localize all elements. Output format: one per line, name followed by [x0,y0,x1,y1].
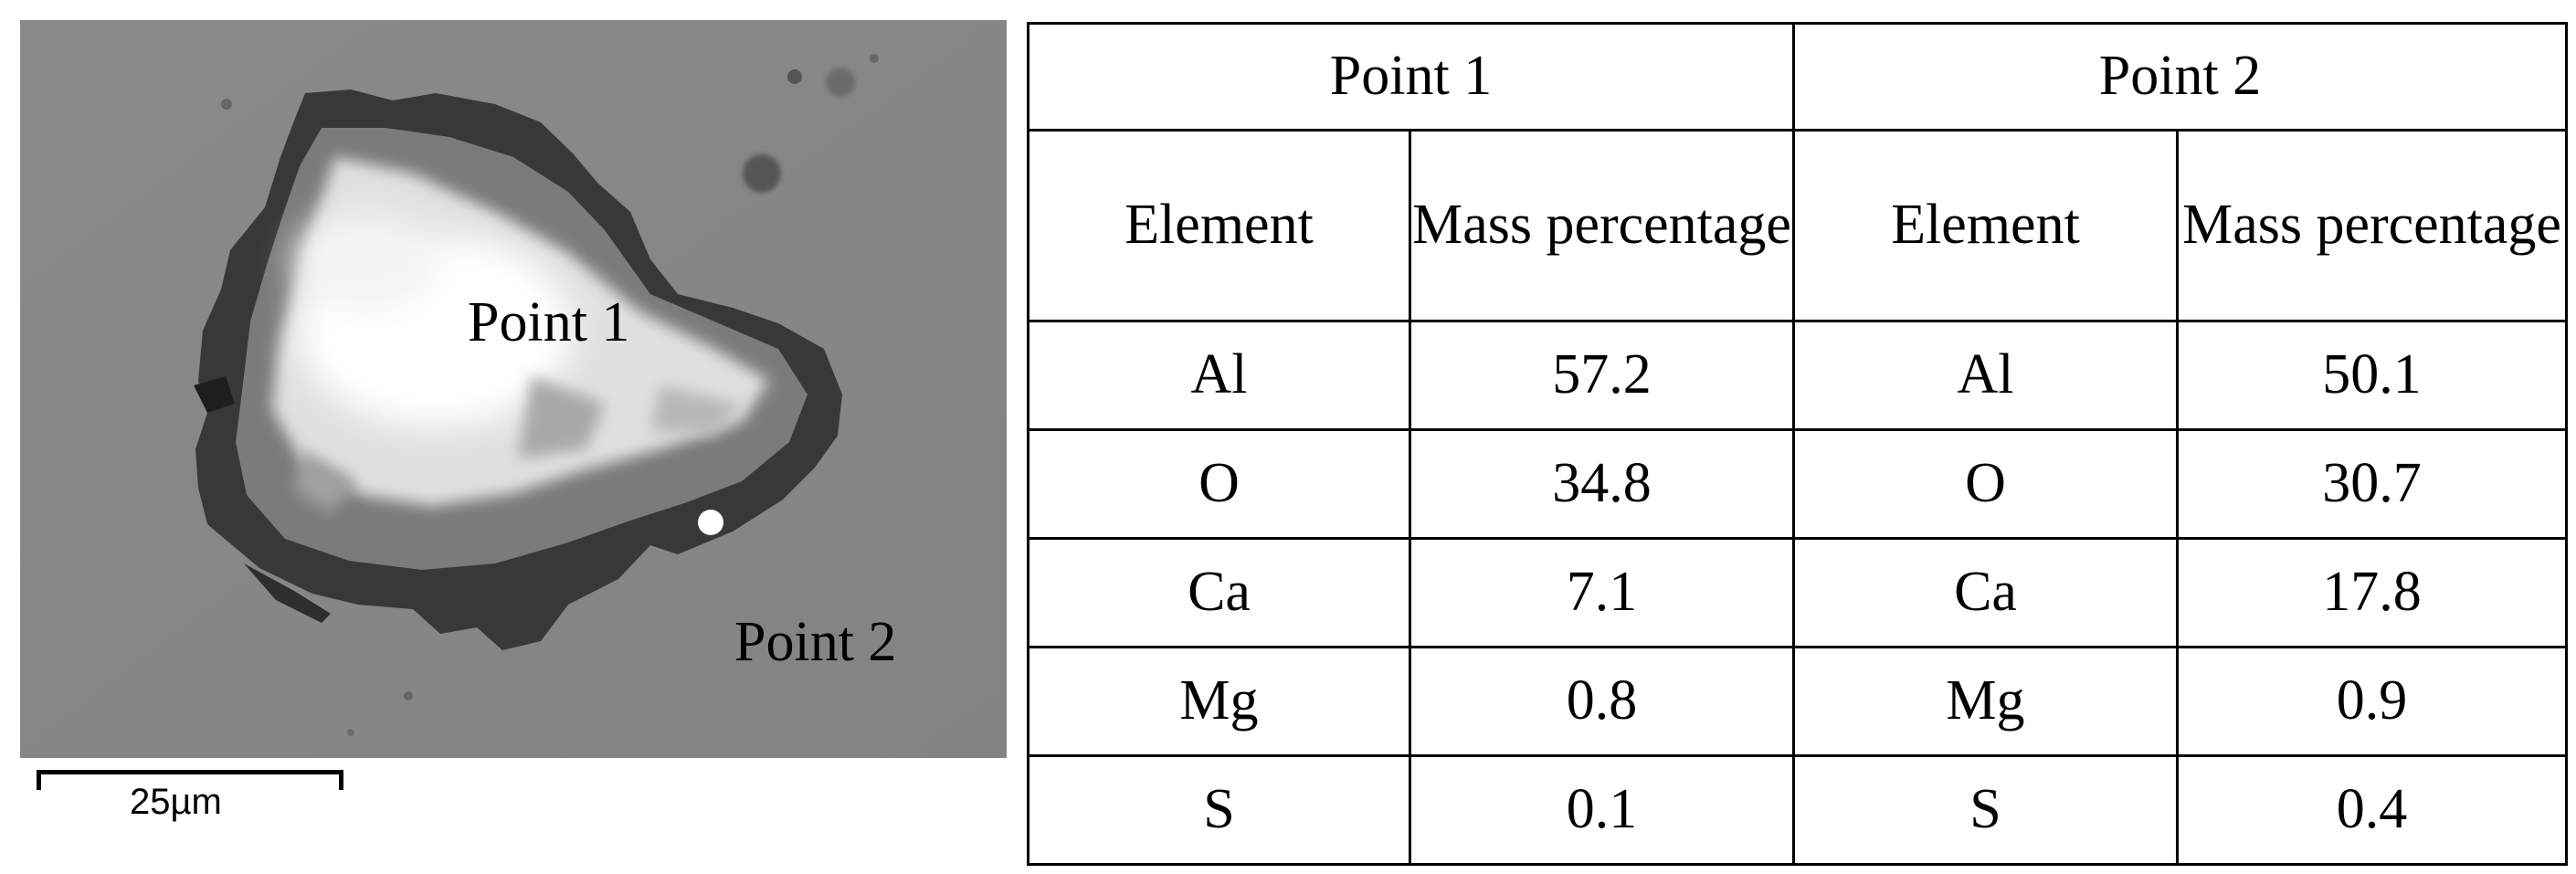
table-row: Al 57.2 Al 50.1 [1027,320,2568,431]
point2-element: Al [1792,320,2179,431]
table-row: O 34.8 O 30.7 [1027,428,2568,540]
dark-spot [221,99,232,110]
table-row: Ca 7.1 Ca 17.8 [1027,537,2568,648]
element-header: Element [1027,129,1411,322]
composition-table: Point 1 Point 2 Element Mass percentage … [1027,22,2568,866]
point1-element: O [1027,428,1411,540]
point1-element: Mg [1027,646,1411,757]
dark-spot [826,68,855,97]
table-row: Mg 0.8 Mg 0.9 [1027,646,2568,757]
point1-element: Ca [1027,537,1411,648]
dark-spot [870,54,879,63]
point1-mass-value: 7.1 [1409,537,1795,648]
dark-spot [347,729,354,736]
point1-element: Al [1027,320,1411,431]
table-subheader-row: Element Mass percentage Element Mass per… [1027,129,2568,322]
point1-element: S [1027,754,1411,866]
point2-element: Mg [1792,646,2179,757]
point2-mass-value: 17.8 [2176,537,2568,648]
point1-mass-value: 0.1 [1409,754,1795,866]
sem-micrograph: Point 1 Point 2 [20,20,1007,758]
dark-spot [404,691,413,700]
point2-element: Ca [1792,537,2179,648]
point1-label: Point 1 [468,291,630,353]
point1-header: Point 1 [1027,22,1795,132]
mass-percentage-header: Mass percentage [1409,129,1795,322]
point1-mass-value: 0.8 [1409,646,1795,757]
point1-mass-value: 34.8 [1409,428,1795,540]
point2-element: O [1792,428,2179,540]
point2-marker [698,510,723,535]
point2-mass-value: 0.9 [2176,646,2568,757]
point2-mass-value: 0.4 [2176,754,2568,866]
dark-spot [787,69,802,84]
point2-label: Point 2 [734,611,897,673]
point1-mass-value: 57.2 [1409,320,1795,431]
point2-mass-value: 30.7 [2176,428,2568,540]
element-header: Element [1792,129,2179,322]
scale-bar-label: 25µm [130,782,222,822]
point2-mass-value: 50.1 [2176,320,2568,431]
scale-bar-tick-right [339,770,343,790]
mass-percentage-header: Mass percentage [2176,129,2568,322]
point2-element: S [1792,754,2179,866]
scale-bar-line [37,770,343,774]
point2-header: Point 2 [1792,22,2568,132]
table-header-row: Point 1 Point 2 [1027,22,2568,132]
table-row: S 0.1 S 0.4 [1027,754,2568,866]
point1-marker [436,357,459,381]
scale-bar-tick-left [37,770,41,790]
scale-bar [37,770,343,790]
dark-spot [743,154,781,193]
